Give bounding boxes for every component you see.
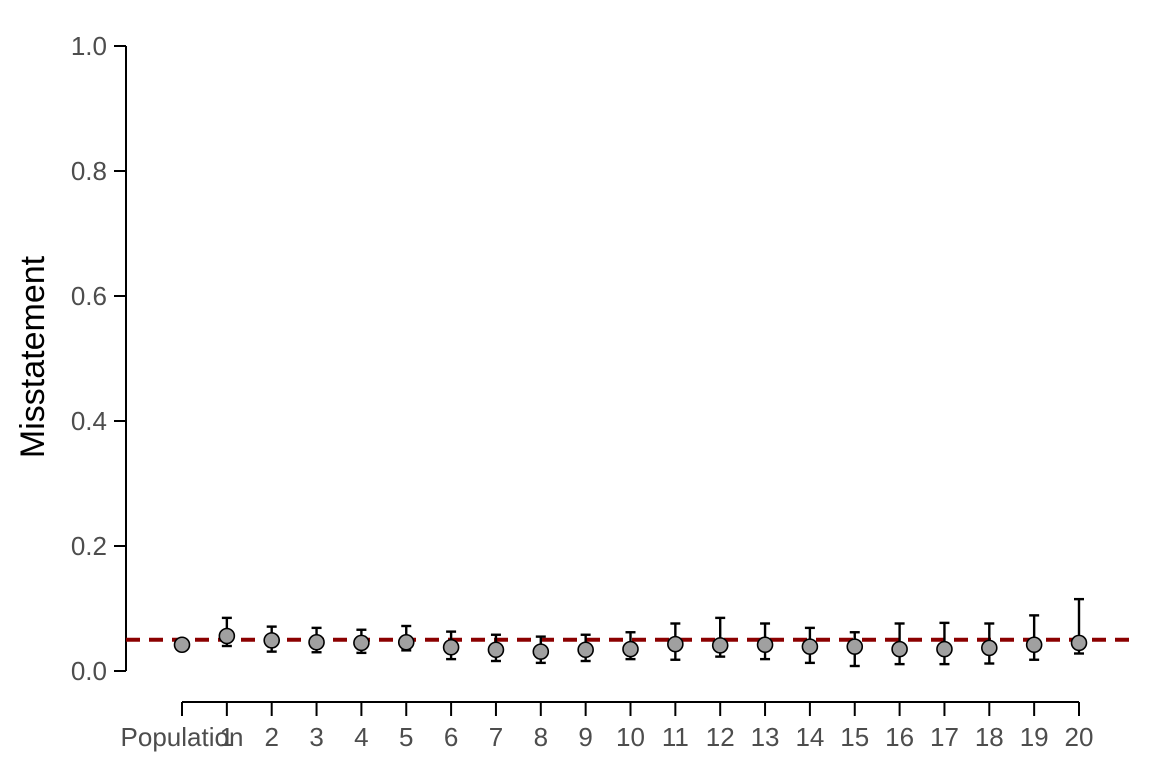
x-tick-label: 20 <box>1065 722 1094 752</box>
x-tick-label: 19 <box>1020 722 1049 752</box>
x-tick-label: 12 <box>706 722 735 752</box>
data-point <box>219 629 234 644</box>
data-point <box>668 637 683 652</box>
x-tick-label: 4 <box>354 722 368 752</box>
data-point <box>578 642 593 657</box>
y-tick-label: 0.6 <box>71 281 107 311</box>
data-point <box>354 635 369 650</box>
data-point <box>758 637 773 652</box>
data-point <box>399 635 414 650</box>
x-tick-label: 13 <box>751 722 780 752</box>
data-point <box>309 635 324 650</box>
data-point <box>713 638 728 653</box>
data-point <box>1072 635 1087 650</box>
data-point <box>847 639 862 654</box>
x-tick-label: 8 <box>534 722 548 752</box>
data-point <box>444 640 459 655</box>
data-point <box>175 637 190 652</box>
data-point <box>488 642 503 657</box>
data-point <box>937 642 952 657</box>
data-point <box>802 639 817 654</box>
x-tick-label: 17 <box>930 722 959 752</box>
x-tick-label: 11 <box>662 722 689 752</box>
data-point <box>1027 637 1042 652</box>
x-tick-label: 15 <box>840 722 869 752</box>
data-point <box>623 642 638 657</box>
x-tick-label: 1 <box>220 722 234 752</box>
y-tick-label: 1.0 <box>71 31 107 61</box>
x-tick-label: 18 <box>975 722 1004 752</box>
y-axis-title: Misstatement <box>14 255 52 458</box>
y-tick-label: 0.2 <box>71 531 107 561</box>
x-tick-label: 16 <box>885 722 914 752</box>
data-point <box>533 644 548 659</box>
x-tick-label: 10 <box>616 722 645 752</box>
data-point <box>892 642 907 657</box>
x-tick-label: 2 <box>264 722 278 752</box>
y-tick-label: 0.8 <box>71 156 107 186</box>
y-axis: 0.0 0.2 0.4 0.6 0.8 1.0 <box>71 31 126 686</box>
x-tick-label: 5 <box>399 722 413 752</box>
data-points <box>175 599 1087 666</box>
y-tick-label: 0.0 <box>71 656 107 686</box>
data-point <box>264 633 279 648</box>
x-tick-label: 6 <box>444 722 458 752</box>
x-tick-label: 3 <box>309 722 323 752</box>
x-tick-label: 7 <box>489 722 503 752</box>
x-tick-label: 9 <box>578 722 592 752</box>
x-tick-label: 14 <box>795 722 824 752</box>
data-point <box>982 640 997 655</box>
y-tick-label: 0.4 <box>71 406 107 436</box>
